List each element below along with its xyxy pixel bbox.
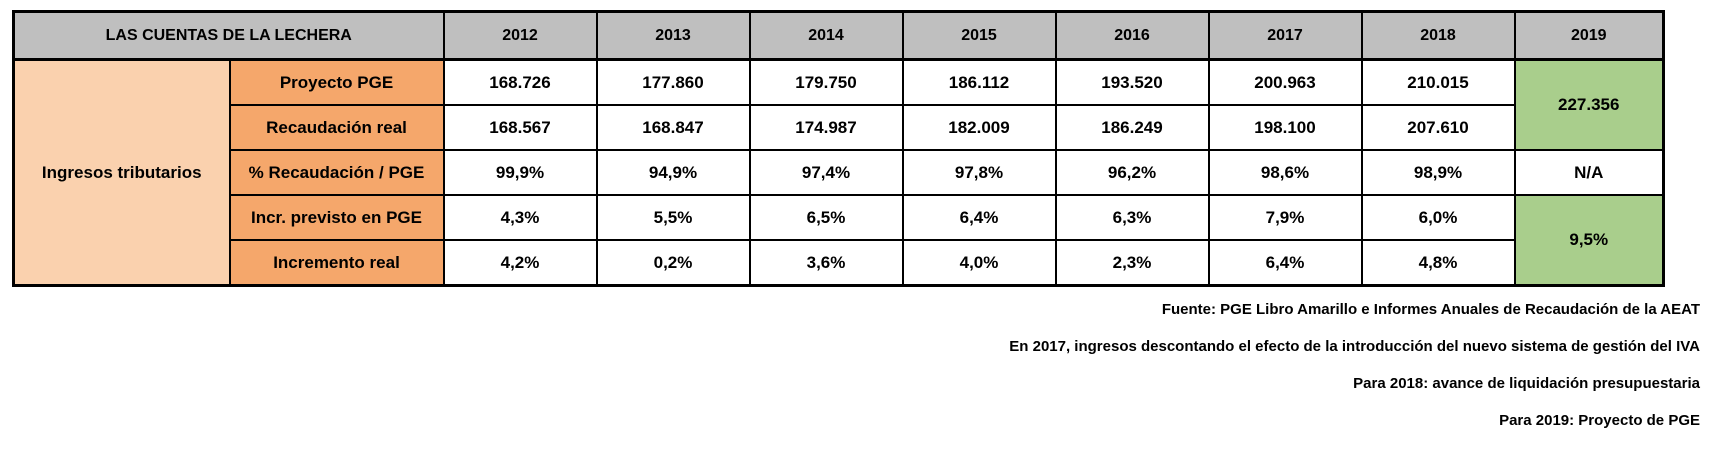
value-cell: 5,5% [595,194,751,241]
value-cell: 98,6% [1207,149,1363,196]
footnotes: Fuente: PGE Libro Amarillo e Informes An… [0,287,1700,431]
value-cell: 193.520 [1054,58,1210,106]
value-cell: 3,6% [748,239,904,287]
value-cell-2019-merged: 9,5% [1513,194,1665,287]
value-cell: 207.610 [1360,104,1516,151]
value-cell: 96,2% [1054,149,1210,196]
value-cell: 4,0% [901,239,1057,287]
table-row-incr-previsto: Incr. previsto en PGE 4,3% 5,5% 6,5% 6,4… [14,194,1665,287]
value-cell: 200.963 [1207,58,1363,106]
value-cell: 168.726 [442,58,598,106]
value-cell: 186.112 [901,58,1057,106]
value-cell: 168.847 [595,104,751,151]
value-cell: 4,8% [1360,239,1516,287]
value-cell: 198.100 [1207,104,1363,151]
year-header-2014: 2014 [748,10,904,61]
year-header-2019: 2019 [1513,10,1665,61]
value-cell: 6,4% [1207,239,1363,287]
value-cell: 6,0% [1360,194,1516,241]
table-title: LAS CUENTAS DE LA LECHERA [12,10,445,61]
value-cell: 179.750 [748,58,904,106]
value-cell-2019-merged: 227.356 [1513,58,1665,151]
year-header-2017: 2017 [1207,10,1363,61]
header-row: LAS CUENTAS DE LA LECHERA 2012 2013 2014… [12,10,1665,61]
value-cell: 94,9% [595,149,751,196]
table-row-incremento-real: Incremento real 4,2% 0,2% 3,6% 4,0% 2,3%… [14,239,1664,287]
year-header-2012: 2012 [442,10,598,61]
value-cell: 168.567 [442,104,598,151]
year-header-2016: 2016 [1054,10,1210,61]
table-row-pct-recaudacion: % Recaudación / PGE 99,9% 94,9% 97,4% 97… [14,149,1665,196]
value-cell: 174.987 [748,104,904,151]
value-cell: 99,9% [442,149,598,196]
value-cell: 6,5% [748,194,904,241]
footnote-2019: Para 2019: Proyecto de PGE [1499,412,1700,429]
value-cell: 177.860 [595,58,751,106]
table-row-recaudacion-real: Recaudación real 168.567 168.847 174.987… [14,104,1664,151]
value-cell: 98,9% [1360,149,1516,196]
footnote-source: Fuente: PGE Libro Amarillo e Informes An… [1161,301,1700,318]
footnote-2017: En 2017, ingresos descontando el efecto … [1009,338,1700,355]
value-cell-2019-na: N/A [1513,149,1665,196]
year-header-2013: 2013 [595,10,751,61]
value-cell: 97,8% [901,149,1057,196]
value-cell: 0,2% [595,239,751,287]
value-cell: 6,3% [1054,194,1210,241]
value-cell: 182.009 [901,104,1057,151]
row-label-pct-recaudacion: % Recaudación / PGE [228,149,445,196]
row-label-incr-previsto: Incr. previsto en PGE [228,194,445,241]
footnote-2018: Para 2018: avance de liquidación presupu… [1353,375,1700,392]
row-group-title: Ingresos tributarios [12,58,231,287]
year-header-2018: 2018 [1360,10,1516,61]
row-label-proyecto-pge: Proyecto PGE [228,58,445,106]
value-cell: 186.249 [1054,104,1210,151]
value-cell: 2,3% [1054,239,1210,287]
row-label-incremento-real: Incremento real [228,239,445,287]
value-cell: 4,2% [442,239,598,287]
year-header-2015: 2015 [901,10,1057,61]
value-cell: 4,3% [442,194,598,241]
tax-revenue-table: LAS CUENTAS DE LA LECHERA 2012 2013 2014… [12,10,1665,287]
table-row-proyecto-pge: Ingresos tributarios Proyecto PGE 168.72… [12,58,1665,287]
value-cell: 7,9% [1207,194,1363,241]
row-label-recaudacion-real: Recaudación real [228,104,445,151]
value-cell: 6,4% [901,194,1057,241]
value-cell: 97,4% [748,149,904,196]
value-cell: 210.015 [1360,58,1516,106]
